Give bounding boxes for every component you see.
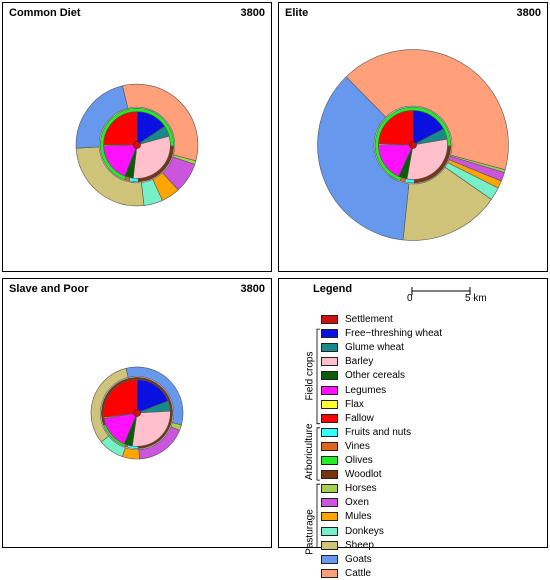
legend-label: Other cereals (345, 370, 406, 382)
scale-start-label: 0 (407, 293, 413, 304)
legend-title: Legend (313, 283, 353, 295)
legend-swatch (321, 568, 338, 578)
sector-goats (125, 366, 184, 426)
land-use-diagram (317, 49, 509, 241)
panel-elite: Elite 3800 (278, 2, 548, 272)
sector-barley (132, 135, 171, 179)
sector-barley (131, 410, 171, 447)
panel-common-diet: Common Diet 3800 (2, 2, 272, 272)
legend-swatch (321, 540, 338, 550)
settlement-marker (409, 141, 417, 149)
panel-title: Common Diet (9, 7, 81, 19)
settlement-marker (133, 409, 141, 417)
scale-bar (411, 287, 471, 295)
legend-swatch (321, 413, 338, 423)
legend-label: Woodlot (345, 469, 382, 481)
sector-legumes (378, 144, 414, 177)
legend-swatch (321, 371, 338, 381)
sector-barley (406, 138, 448, 180)
group-label: Field crops (304, 351, 315, 401)
panel-year: 3800 (516, 7, 541, 19)
group-label: Arboriculture (303, 423, 315, 481)
legend-swatch (321, 526, 338, 536)
legend-label: Glume wheat (345, 342, 404, 354)
legend-swatch (321, 357, 338, 367)
legend-swatch (321, 484, 338, 494)
sector-sheep (402, 166, 492, 241)
panel-year: 3800 (240, 283, 265, 295)
scale-end-label: 5 km (465, 293, 487, 304)
panel-title: Elite (285, 7, 309, 19)
legend-label: Oxen (345, 497, 369, 509)
legend-label: Barley (345, 356, 374, 368)
sector-cattle (345, 49, 509, 171)
legend-swatch (321, 343, 338, 353)
land-use-diagram (90, 366, 184, 460)
legend-label: Fallow (345, 412, 374, 424)
legend-swatch (321, 498, 338, 508)
legend-swatch (321, 427, 338, 437)
sector-goats (317, 76, 410, 241)
legend-swatch (321, 329, 338, 339)
sector-fallow (103, 379, 138, 418)
sector-legumes (103, 144, 138, 177)
legend-label: Fruits and nuts (345, 426, 412, 438)
sector-fallow (378, 110, 414, 146)
group-bracket (316, 328, 320, 425)
legend-label: Settlement (345, 314, 393, 325)
legend-label: Legumes (345, 384, 387, 396)
legend-label: Vines (345, 440, 370, 452)
legend-swatch (321, 456, 338, 465)
legend-label: Sheep (345, 539, 374, 551)
legend-panel: Legend 0 5 km Settlement Free−threshing w… (278, 278, 548, 579)
panel-title: Slave and Poor (9, 283, 89, 295)
panel-year: 3800 (240, 7, 265, 19)
legend-label: Olives (345, 455, 373, 466)
land-use-diagram (75, 83, 199, 207)
legend-label: Cattle (345, 567, 372, 579)
sector-free-wheat (136, 379, 169, 414)
legend-label: Mules (345, 511, 372, 523)
group-bracket (316, 483, 320, 547)
legend-swatch (321, 554, 338, 564)
legend-label: Donkeys (345, 525, 384, 537)
legend-label: Free−threshing wheat (345, 328, 443, 340)
sector-fallow (103, 111, 138, 146)
legend-label: Flax (345, 398, 364, 410)
legend-label: Goats (345, 553, 372, 565)
legend-swatch (321, 315, 338, 324)
sector-cattle (122, 83, 199, 162)
group-label: Pasturage (304, 508, 315, 555)
panel-slave-poor: Slave and Poor 3800 (2, 278, 272, 548)
legend-swatch (321, 441, 338, 451)
legend-swatch (321, 470, 338, 480)
settlement-marker (133, 141, 141, 149)
group-bracket (316, 427, 320, 481)
legend-swatch (321, 512, 338, 522)
legend-label: Horses (345, 483, 377, 495)
legend-swatch (321, 385, 338, 395)
group-brackets (316, 328, 320, 547)
legend-swatch (321, 399, 338, 409)
